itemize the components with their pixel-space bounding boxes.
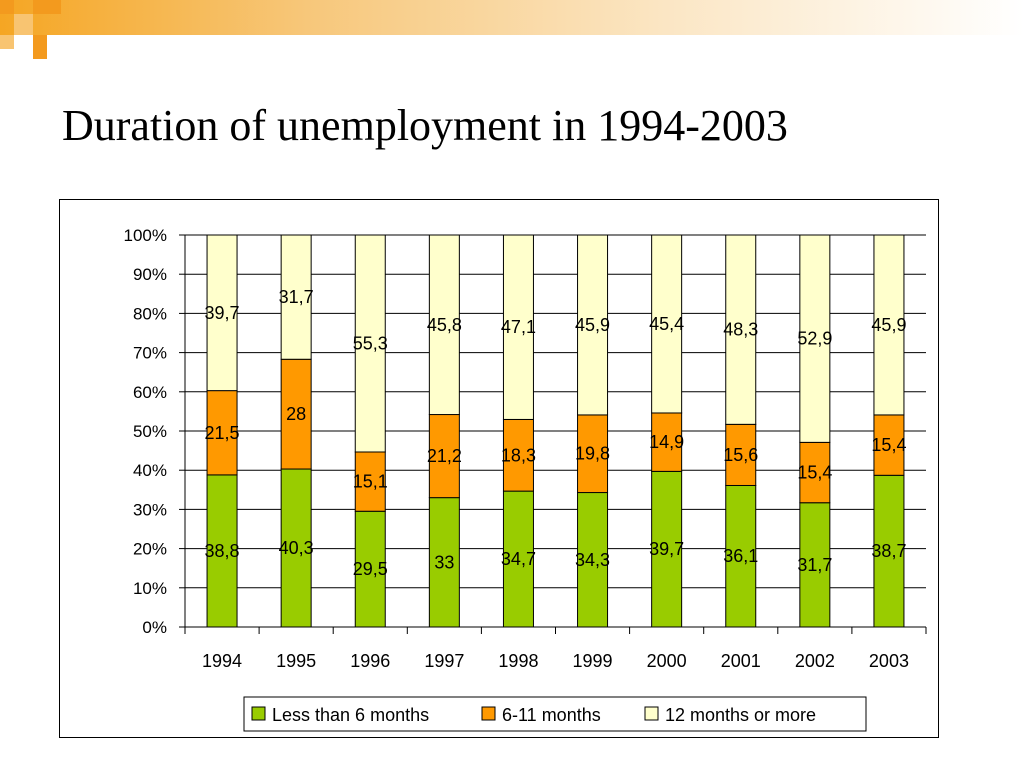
y-tick-label: 0%	[142, 618, 167, 637]
chart-frame	[59, 199, 939, 738]
data-label: 18,3	[501, 445, 536, 465]
data-label: 45,4	[649, 314, 684, 334]
data-label: 40,3	[279, 538, 314, 558]
bar-segment	[354, 234, 386, 453]
x-tick-label: 1995	[276, 651, 316, 671]
data-label: 34,7	[501, 549, 536, 569]
legend-swatch	[481, 706, 496, 721]
y-tick-label: 10%	[133, 579, 167, 598]
data-label: 15,1	[353, 472, 388, 492]
bar-segment	[651, 234, 683, 414]
bar-segment	[725, 234, 757, 425]
legend-label: 12 months or more	[665, 705, 816, 725]
data-label: 34,3	[575, 550, 610, 570]
bar-segment	[799, 234, 831, 443]
x-tick-label: 1994	[202, 651, 242, 671]
x-tick-label: 2002	[795, 651, 835, 671]
data-label: 48,3	[723, 320, 758, 340]
bar-segment	[651, 470, 683, 628]
data-label: 38,7	[871, 541, 906, 561]
x-tick-label: 2001	[721, 651, 761, 671]
data-label: 39,7	[649, 539, 684, 559]
bar-segment	[577, 414, 609, 494]
decor-square	[33, 0, 61, 14]
legend-label: 6-11 months	[502, 705, 601, 725]
data-label: 31,7	[797, 555, 832, 575]
data-label: 15,4	[797, 463, 832, 483]
decor-square	[0, 35, 14, 49]
legend-label: Less than 6 months	[272, 705, 429, 725]
data-label: 52,9	[797, 329, 832, 349]
data-label: 28	[286, 404, 306, 424]
y-tick-label: 90%	[133, 265, 167, 284]
data-label: 45,8	[427, 315, 462, 335]
bar-segment	[280, 468, 312, 628]
bar-segment	[280, 234, 312, 360]
decor-square	[0, 0, 14, 14]
bar-segment	[428, 497, 460, 628]
decor-square	[14, 14, 33, 35]
bar-segment	[799, 441, 831, 504]
x-tick-label: 2003	[869, 651, 909, 671]
bar-segment	[873, 414, 905, 476]
data-label: 36,1	[723, 546, 758, 566]
x-tick-label: 1998	[498, 651, 538, 671]
bar-segment	[206, 234, 238, 392]
bar-segment	[873, 234, 905, 416]
y-tick-label: 60%	[133, 383, 167, 402]
bar-segment	[725, 423, 757, 486]
bar-segment	[873, 474, 905, 628]
y-tick-label: 30%	[133, 500, 167, 519]
x-tick-label: 2000	[647, 651, 687, 671]
bar-segment	[206, 390, 238, 476]
bar-segment	[651, 412, 683, 472]
legend	[243, 696, 867, 732]
bar-segment	[428, 234, 460, 416]
data-label: 55,3	[353, 333, 388, 353]
data-label: 38,8	[205, 541, 240, 561]
data-label: 21,5	[205, 423, 240, 443]
header-gradient-bar	[0, 0, 1024, 35]
data-label: 15,6	[723, 445, 758, 465]
data-label: 45,9	[575, 315, 610, 335]
data-label: 31,7	[279, 287, 314, 307]
data-label: 45,9	[871, 315, 906, 335]
data-label: 29,5	[353, 559, 388, 579]
data-label: 21,2	[427, 446, 462, 466]
data-label: 47,1	[501, 317, 536, 337]
legend-swatch	[644, 706, 659, 721]
bar-segment	[354, 451, 386, 512]
data-label: 19,8	[575, 444, 610, 464]
bar-segment	[577, 234, 609, 416]
legend-swatch	[251, 706, 266, 721]
y-tick-label: 100%	[124, 226, 167, 245]
bar-segment	[280, 358, 312, 470]
y-tick-label: 50%	[133, 422, 167, 441]
page-title: Duration of unemployment in 1994-2003	[62, 101, 788, 150]
data-label: 33	[434, 552, 454, 572]
bar-segment	[502, 418, 534, 492]
data-label: 15,4	[871, 435, 906, 455]
data-label: 39,7	[205, 303, 240, 323]
decor-square	[33, 35, 47, 59]
y-tick-label: 80%	[133, 304, 167, 323]
x-tick-label: 1997	[424, 651, 464, 671]
data-label: 14,9	[649, 432, 684, 452]
y-tick-label: 20%	[133, 540, 167, 559]
bar-segment	[428, 414, 460, 499]
bar-segment	[502, 234, 534, 420]
y-tick-label: 40%	[133, 461, 167, 480]
x-tick-label: 1996	[350, 651, 390, 671]
y-tick-label: 70%	[133, 344, 167, 363]
x-tick-label: 1999	[573, 651, 613, 671]
